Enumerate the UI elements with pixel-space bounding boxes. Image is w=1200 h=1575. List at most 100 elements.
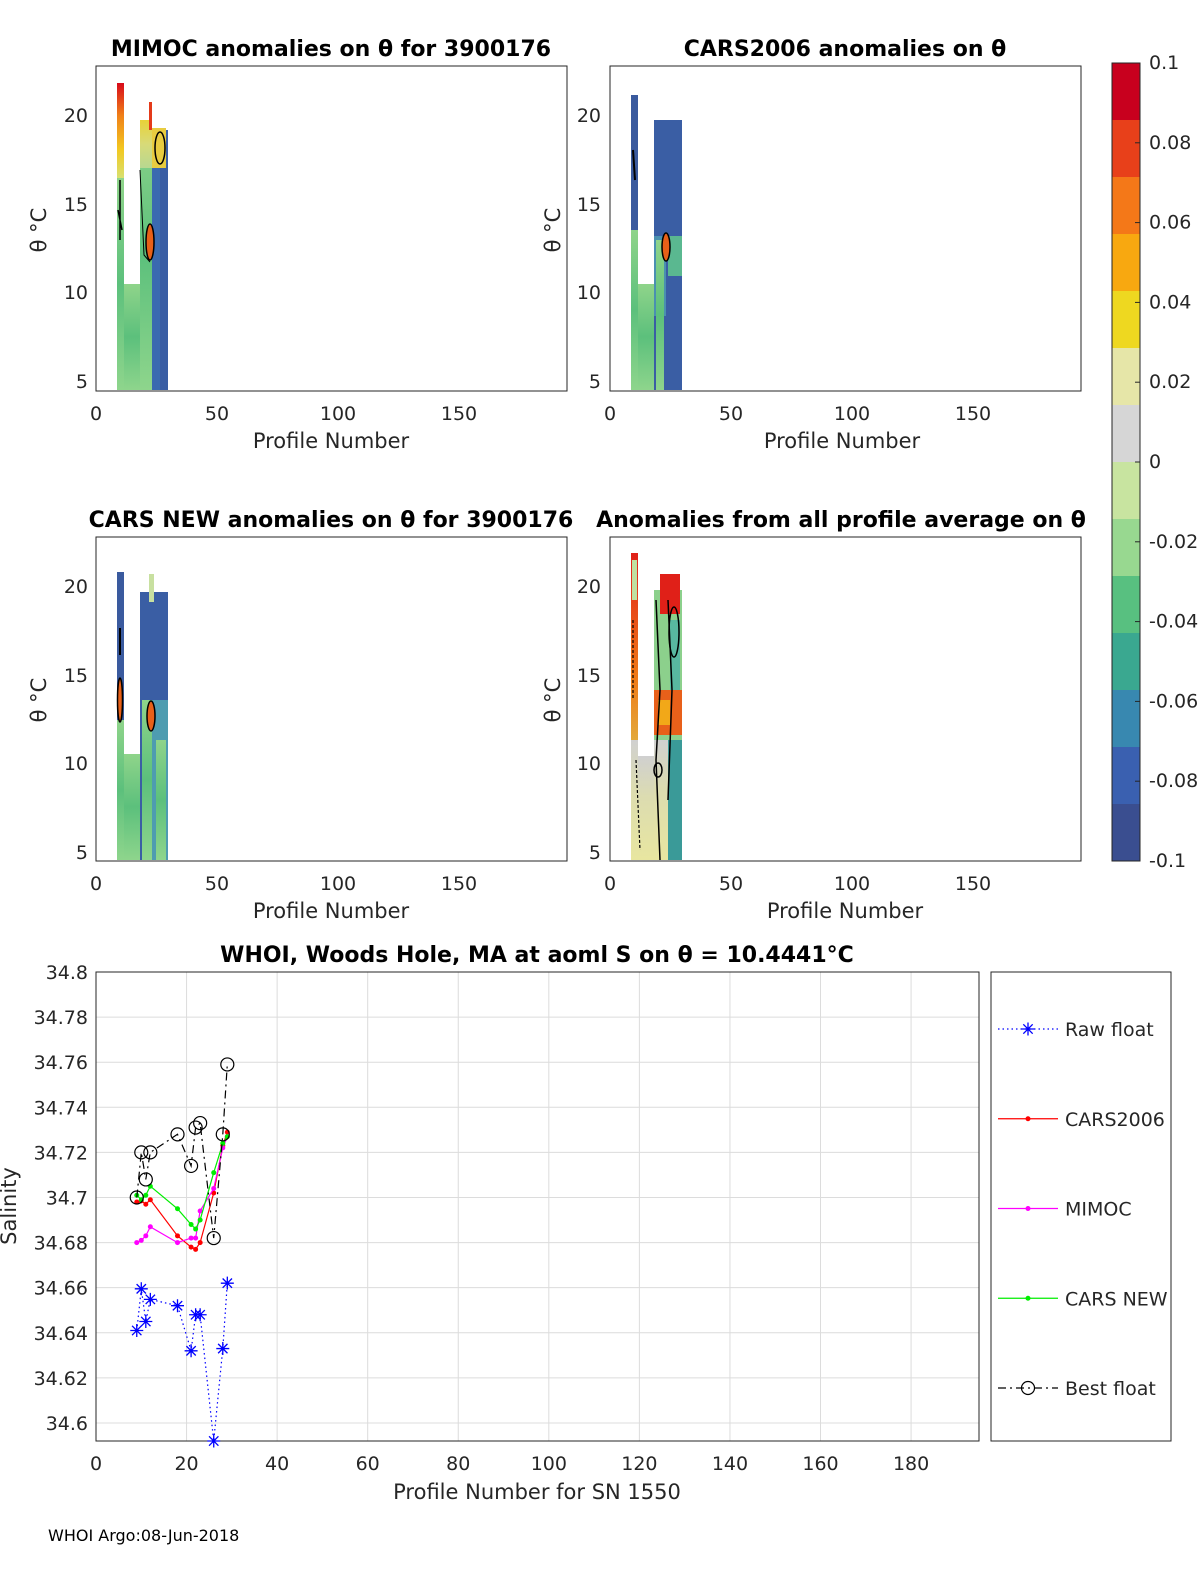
data-point (130, 1324, 144, 1338)
data-point (175, 1233, 181, 1239)
colorbar-tick-label: -0.04 (1149, 611, 1198, 633)
series-mimoc (134, 1134, 230, 1246)
legend-label: CARS NEW (1065, 1288, 1168, 1310)
data-point (188, 1120, 203, 1135)
colorbar-band (1112, 348, 1140, 406)
x-axis-label: Profile Number (764, 429, 921, 453)
data-point (197, 1208, 203, 1214)
colorbar-band (1112, 63, 1140, 121)
x-axis-label: Profile Number for SN 1550 (393, 1480, 681, 1504)
field-band (140, 120, 152, 390)
colorbar-tick-label: -0.02 (1149, 531, 1198, 553)
data-point (143, 1233, 149, 1239)
y-tick-label: 5 (76, 371, 88, 393)
contour (632, 620, 641, 851)
plot-area (609, 536, 1082, 862)
y-ticks: 5 10 15 20 (577, 105, 601, 393)
colorbar: 0.1 0.08 0.06 0.04 0.02 0 -0.02 -0.04 -0.06 -0.08… (1111, 52, 1198, 872)
data-point (1025, 1206, 1031, 1211)
data-point (1021, 1022, 1035, 1036)
y-tick-label: 34.64 (34, 1323, 88, 1345)
legend-box (990, 971, 1172, 1442)
field-band (668, 740, 682, 860)
field-band (668, 236, 682, 276)
data-point (197, 1240, 203, 1246)
colorbar-bands (1112, 63, 1140, 862)
field-band (117, 178, 124, 390)
colorbar-band (1112, 690, 1140, 748)
contour (661, 232, 671, 262)
colorbar-band (1112, 747, 1140, 805)
x-tick-label: 100 (320, 403, 356, 425)
field-band (638, 284, 654, 390)
y-tick-label: 34.78 (34, 1007, 88, 1029)
field-band (631, 740, 638, 860)
x-tick-label: 150 (955, 403, 991, 425)
legend-label: MIMOC (1065, 1199, 1132, 1221)
contour (655, 599, 661, 861)
contour (653, 762, 663, 778)
colorbar-tick-label: 0 (1149, 451, 1161, 473)
panel-title: CARS2006 anomalies on θ (684, 37, 1007, 62)
axes-frame (95, 971, 980, 1442)
field-band (638, 756, 654, 860)
y-tick-label: 34.66 (34, 1278, 88, 1300)
plot-area (95, 65, 568, 392)
x-ticks: 0 50 100 150 (90, 403, 477, 425)
field-band (152, 128, 166, 168)
x-tick-label: 150 (955, 873, 991, 895)
colorbar-tick-label: 0.02 (1149, 371, 1191, 393)
contour (139, 169, 151, 263)
data-point (220, 1057, 235, 1072)
legend-label: Raw float (1065, 1019, 1154, 1041)
colorbar-tick-label: 0.04 (1149, 291, 1191, 313)
field-band (156, 740, 166, 860)
plot-area (95, 536, 568, 862)
x-tick-label: 0 (90, 403, 102, 425)
colorbar-band (1112, 177, 1140, 235)
y-tick-label: 5 (76, 842, 88, 864)
colorbar-tick-label: 0.08 (1149, 132, 1191, 154)
contour (632, 149, 636, 181)
x-tick-label: 80 (446, 1453, 470, 1475)
data-point (175, 1240, 181, 1246)
y-axis-label: Salinity (0, 1167, 21, 1245)
legend-item: MIMOC (998, 1199, 1132, 1221)
contour (117, 180, 123, 240)
colorbar-ticks: 0.1 0.08 0.06 0.04 0.02 0 -0.02 -0.04 -0.06 -0.08… (1135, 52, 1198, 872)
colorbar-band (1112, 804, 1140, 862)
series-raw-float (130, 1276, 234, 1448)
y-ticks: 5 10 15 20 (64, 105, 88, 393)
y-ticks: 34.8 34.78 34.76 34.74 34.72 34.7 34.68 34.66 34… (34, 962, 88, 1435)
contour (146, 700, 156, 732)
field-band (124, 754, 140, 860)
data-point (147, 1197, 153, 1203)
colorbar-band (1112, 405, 1140, 463)
plot-area (609, 65, 1082, 392)
field-band (149, 574, 154, 602)
y-tick-label: 10 (577, 282, 601, 304)
data-point (211, 1170, 217, 1176)
y-tick-label: 34.8 (46, 962, 88, 984)
colorbar-band (1112, 291, 1140, 349)
y-axis-label: θ °C (27, 208, 51, 253)
colorbar-tick-label: 0.06 (1149, 212, 1191, 234)
panel-title: Anomalies from all profile average on θ (596, 508, 1086, 533)
data-point (134, 1240, 140, 1246)
data-point (220, 1276, 234, 1290)
data-point (175, 1206, 181, 1212)
data-point (171, 1299, 185, 1313)
panel-cars-new: CARS NEW anomalies on θ for 3900176 5 10… (27, 508, 573, 923)
x-tick-label: 160 (802, 1453, 838, 1475)
contour (145, 223, 155, 261)
x-tick-label: 140 (712, 1453, 748, 1475)
y-tick-label: 20 (64, 105, 88, 127)
contour (116, 677, 124, 723)
legend-label: CARS2006 (1065, 1109, 1165, 1131)
x-tick-label: 50 (205, 403, 229, 425)
x-tick-label: 50 (719, 873, 743, 895)
data-point (193, 1308, 207, 1322)
data-point (139, 1315, 153, 1328)
x-tick-label: 0 (90, 1453, 102, 1475)
